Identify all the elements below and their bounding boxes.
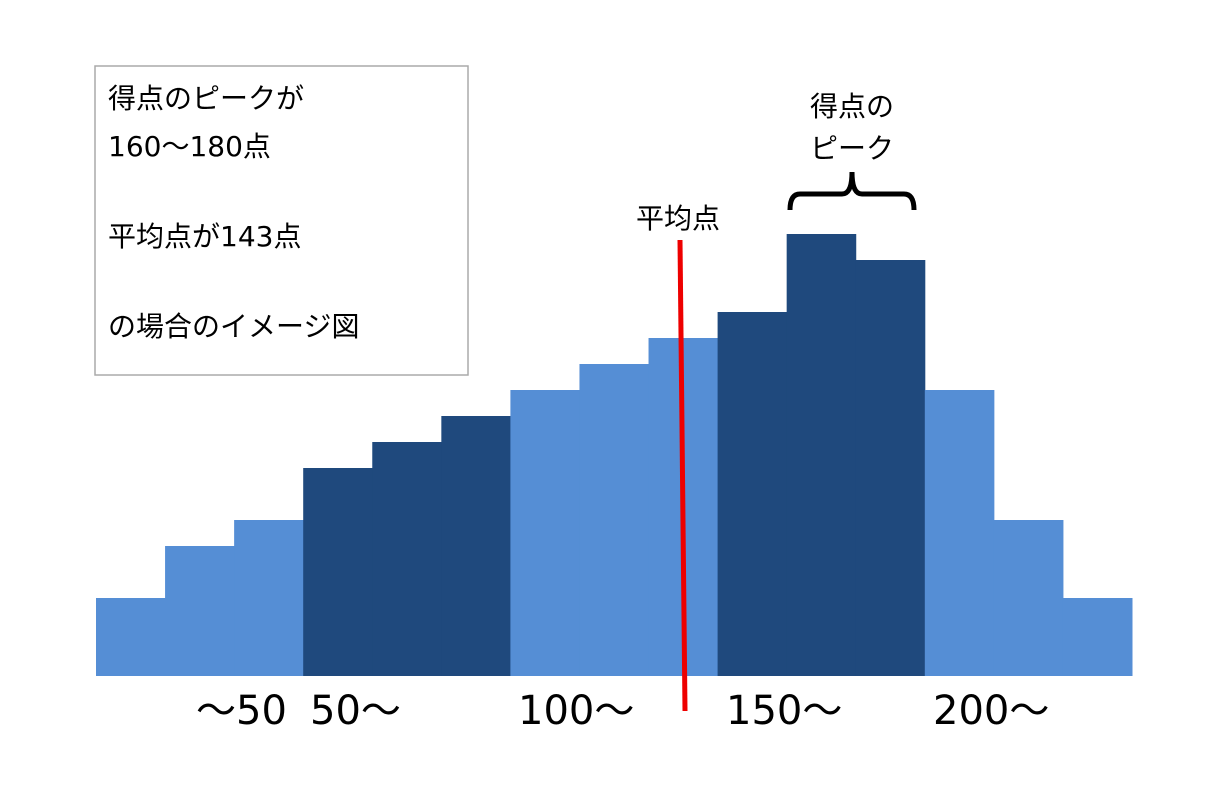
bin-label: 150～ xyxy=(726,688,842,734)
bar xyxy=(234,520,304,676)
bin-label: 100～ xyxy=(518,688,634,734)
bar xyxy=(993,520,1064,676)
note-text: 平均点が143点 xyxy=(108,220,301,253)
mean-line xyxy=(677,239,688,712)
bars xyxy=(96,234,1133,676)
bar xyxy=(855,260,926,676)
mean-label: 平均点 xyxy=(636,202,720,235)
bar xyxy=(303,468,373,676)
bar xyxy=(786,234,857,676)
bin-label: 200～ xyxy=(933,688,1049,734)
note-text: 得点のピークが xyxy=(108,82,304,115)
peak-label: 得点の xyxy=(810,90,894,123)
bin-label: 50～ xyxy=(310,688,401,734)
bar xyxy=(96,598,166,676)
bar xyxy=(165,546,235,676)
bar xyxy=(510,390,580,676)
bar xyxy=(441,416,511,676)
note-box xyxy=(94,65,469,376)
bar xyxy=(1062,598,1133,676)
bar xyxy=(924,390,995,676)
bin-label: ～50 xyxy=(196,688,287,734)
peak-label: ピーク xyxy=(810,132,894,165)
note-text: 160～180点 xyxy=(108,130,271,163)
peak-brace xyxy=(787,171,917,211)
note-text: の場合のイメージ図 xyxy=(108,310,359,343)
bar xyxy=(579,364,650,676)
bar xyxy=(717,312,788,676)
bar xyxy=(372,442,442,676)
